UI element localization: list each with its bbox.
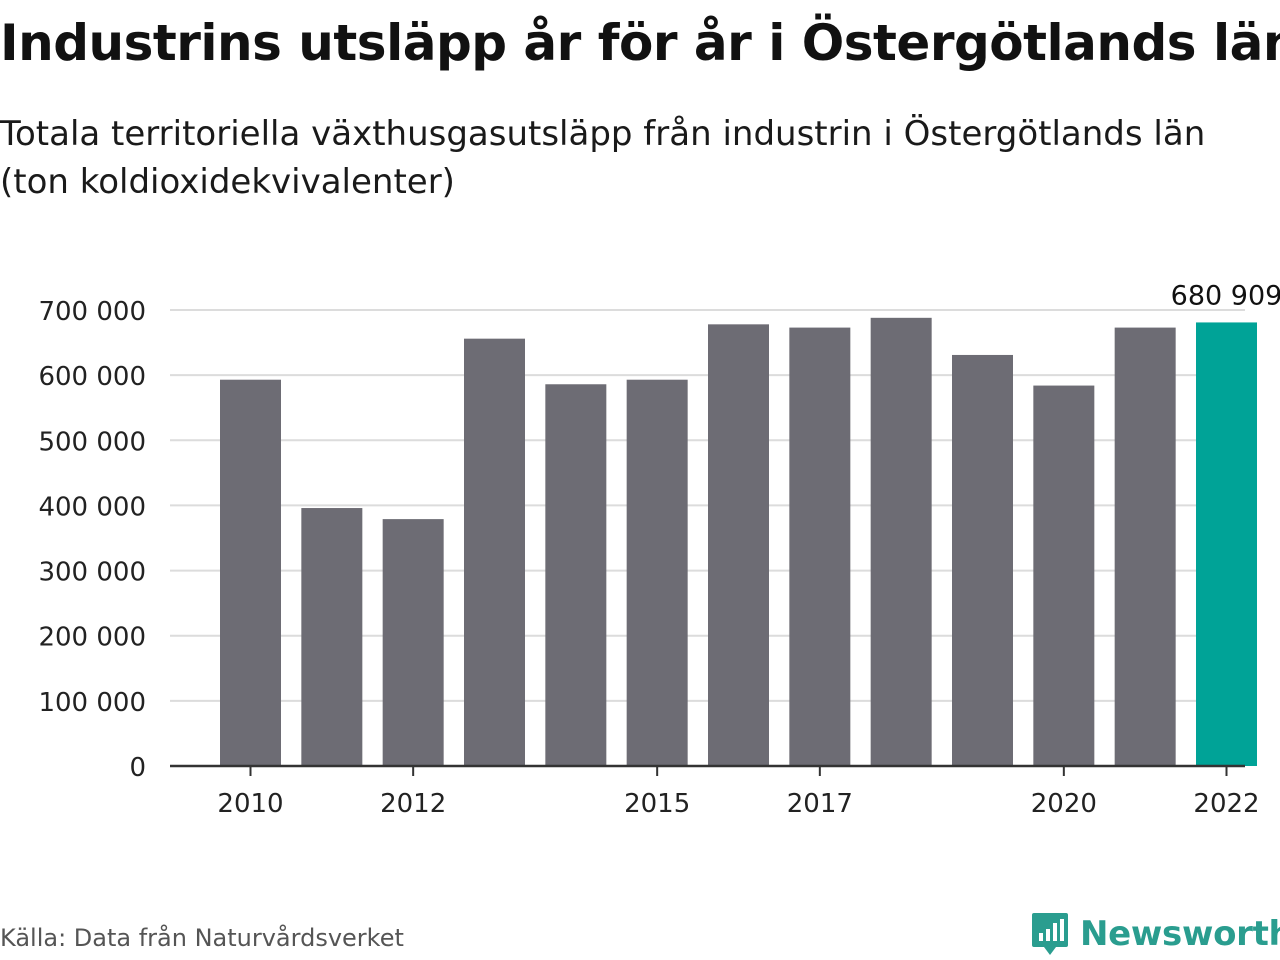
x-tick-label: 2015 bbox=[624, 789, 690, 819]
bar-2016 bbox=[708, 324, 769, 766]
bar-2022 bbox=[1196, 322, 1257, 766]
chart-title: Industrins utsläpp år för år i Östergötl… bbox=[0, 14, 1280, 72]
x-tick-label: 2012 bbox=[380, 789, 446, 819]
bar-chart: 0 100 000 200 000 300 000 400 000 500 000 600 … bbox=[38, 280, 1280, 819]
bar-2015 bbox=[626, 379, 688, 766]
chart-subtitle: Totala territoriella växthusgasutsläpp f… bbox=[0, 114, 1206, 202]
y-tick-label: 300 000 bbox=[38, 558, 146, 588]
source-note: Källa: Data från Naturvårdsverket bbox=[0, 924, 404, 952]
bar-2013 bbox=[464, 338, 525, 766]
x-tick-label: 2020 bbox=[1031, 789, 1097, 819]
newsworthy-logo-icon bbox=[1032, 913, 1068, 955]
bar-2017 bbox=[789, 327, 851, 766]
x-tick-label: 2022 bbox=[1193, 789, 1259, 819]
newsworthy-logo: Newsworthy bbox=[1030, 908, 1280, 960]
y-tick-label: 700 000 bbox=[38, 297, 146, 327]
y-tick-label: 0 bbox=[129, 753, 146, 783]
bar-2018 bbox=[870, 317, 932, 766]
y-tick-label: 200 000 bbox=[38, 623, 146, 653]
bar-2010 bbox=[220, 379, 281, 766]
bar-2019 bbox=[952, 354, 1013, 766]
newsworthy-logo-text: Newsworthy bbox=[1080, 914, 1280, 954]
y-tick-label: 400 000 bbox=[38, 492, 146, 522]
y-tick-label: 500 000 bbox=[38, 427, 146, 457]
bar-2020 bbox=[1033, 385, 1095, 766]
bar-2012 bbox=[382, 519, 444, 766]
bar-2011 bbox=[301, 508, 363, 766]
bar-2021 bbox=[1114, 327, 1176, 766]
y-tick-label: 600 000 bbox=[38, 362, 146, 392]
x-tick-label: 2017 bbox=[787, 789, 853, 819]
data-label: 680 909 bbox=[1171, 280, 1280, 311]
bar-2014 bbox=[545, 384, 607, 766]
y-tick-label: 100 000 bbox=[38, 688, 146, 718]
x-tick-label: 2010 bbox=[217, 789, 283, 819]
